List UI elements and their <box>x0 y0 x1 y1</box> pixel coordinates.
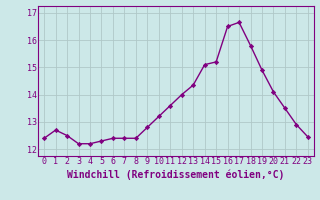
X-axis label: Windchill (Refroidissement éolien,°C): Windchill (Refroidissement éolien,°C) <box>67 169 285 180</box>
